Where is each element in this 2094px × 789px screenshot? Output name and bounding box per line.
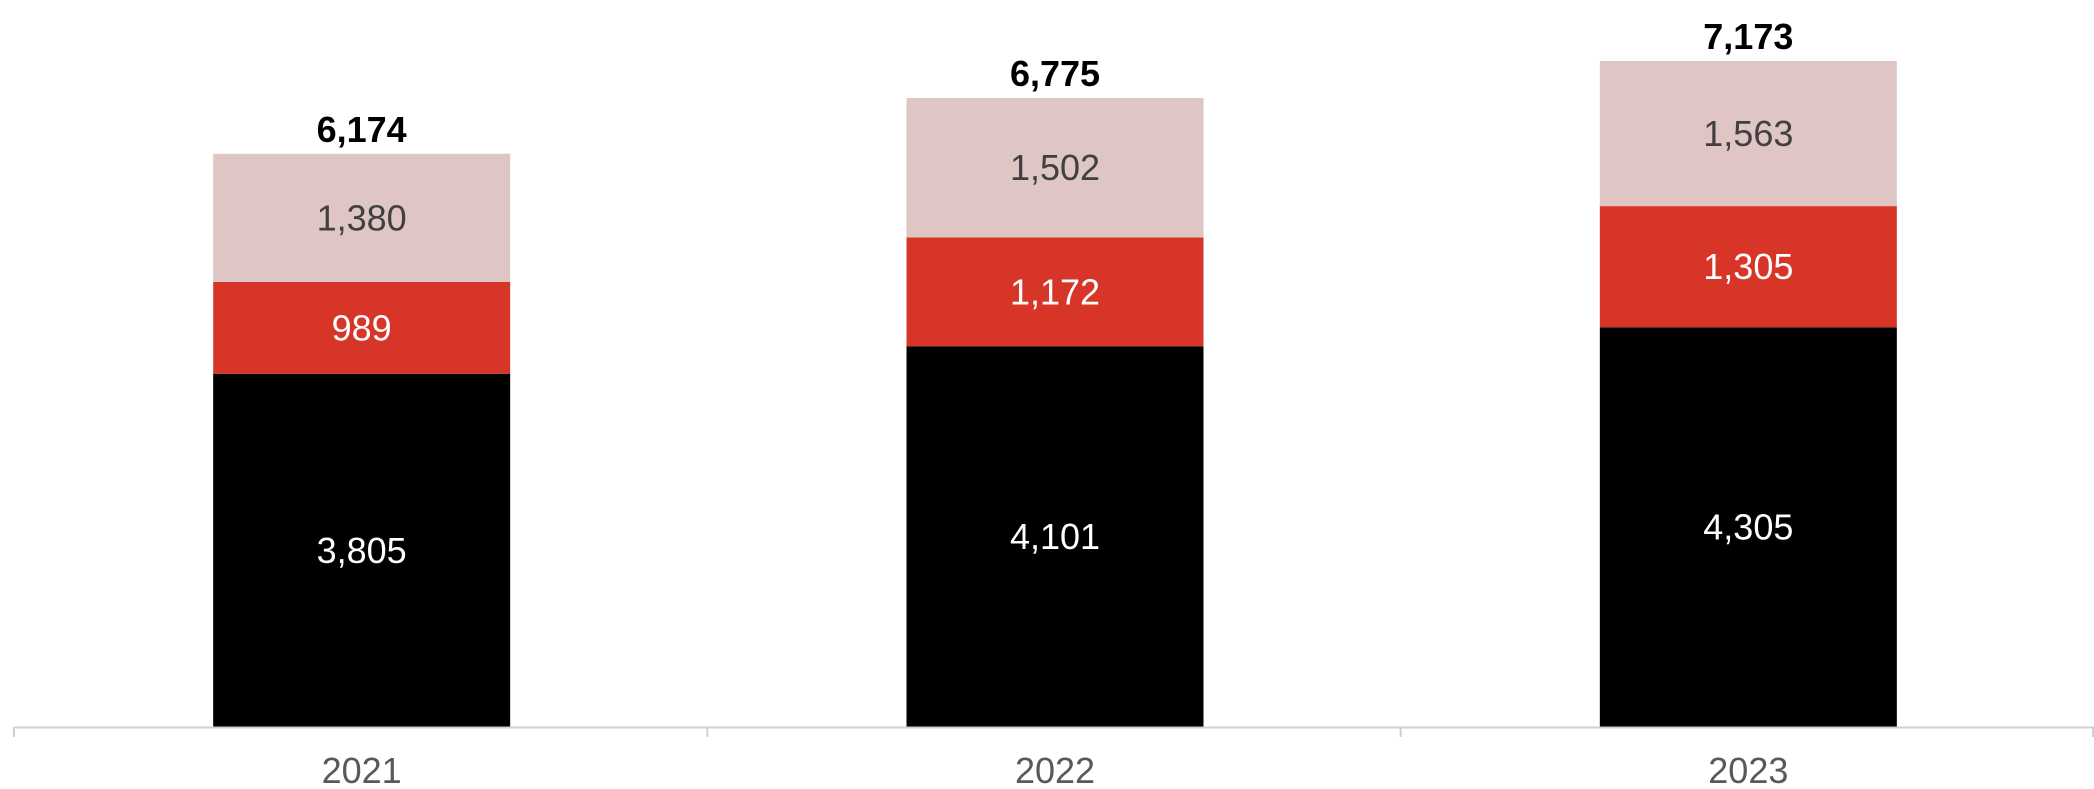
bar-segment (213, 373, 511, 727)
total-value-label: 6,174 (317, 109, 407, 150)
segment-value-label: 4,305 (1703, 507, 1793, 548)
total-value-label: 6,775 (1010, 53, 1100, 94)
segment-value-label: 1,305 (1703, 246, 1793, 287)
bar-segment (213, 153, 511, 282)
segment-value-label: 1,502 (1010, 147, 1100, 188)
segment-value-label: 4,101 (1010, 516, 1100, 557)
segment-value-label: 989 (332, 307, 392, 348)
segment-value-label: 1,172 (1010, 271, 1100, 312)
bar-segment (906, 346, 1204, 727)
segment-value-label: 3,805 (317, 530, 407, 571)
x-tick-label: 2021 (322, 750, 402, 789)
x-tick-label: 2023 (1708, 750, 1788, 789)
bar-segment (213, 281, 511, 374)
bar-segment (1599, 61, 1897, 207)
bars-group: 3,805 989 1,380 6,174 4,101 1,172 1,502 6,775 4,… (213, 16, 1897, 727)
bar-segment (1599, 327, 1897, 727)
bar-segment (906, 237, 1204, 347)
x-axis: 2021 2022 2023 (13, 726, 2094, 789)
segment-value-label: 1,380 (317, 197, 407, 238)
segment-value-label: 1,563 (1703, 113, 1793, 154)
x-tick-label: 2022 (1015, 750, 1095, 789)
bar-segment (1599, 206, 1897, 328)
total-value-label: 7,173 (1703, 16, 1793, 57)
bar-segment (906, 97, 1204, 238)
